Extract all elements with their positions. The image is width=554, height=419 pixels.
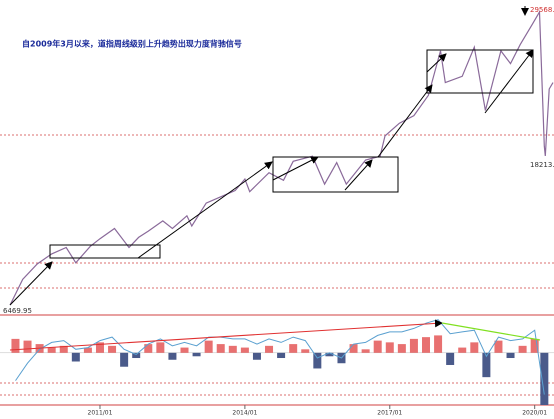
macd-bar: [349, 344, 358, 353]
arrow: [9, 261, 53, 306]
macd-bar: [23, 340, 32, 353]
macd-bar: [95, 342, 104, 353]
arrow: [426, 53, 447, 73]
macd-bar: [11, 338, 20, 353]
x-tick-label: 2020/01: [522, 410, 547, 417]
macd-bar: [71, 352, 80, 362]
macd-bar: [83, 347, 92, 353]
macd-bar: [265, 345, 274, 353]
macd-bar: [240, 347, 249, 353]
macd-bar: [361, 349, 370, 353]
x-tick-label: 2017/01: [377, 410, 402, 417]
macd-bar: [540, 352, 549, 405]
macd-bar: [470, 342, 479, 353]
arrow: [344, 159, 373, 191]
macd-bar: [289, 344, 298, 353]
low-label: 18213.6: [530, 161, 554, 169]
macd-bar: [59, 345, 68, 353]
macd-bar: [156, 342, 165, 353]
macd-bar: [434, 335, 443, 353]
macd-bar: [108, 345, 117, 353]
macd-bar: [216, 344, 225, 353]
x-tick-label: 2014/01: [232, 410, 257, 417]
chart-title: 自2009年3月以来，道指周线级别上升趋势出现力度背驰信号: [22, 39, 242, 49]
macd-bar: [422, 337, 431, 353]
boxes: [49, 49, 534, 259]
macd-bar: [132, 352, 141, 359]
macd-bar: [482, 352, 491, 378]
reference-lines: [0, 134, 554, 396]
macd-bar: [397, 344, 406, 353]
arrow: [137, 161, 273, 259]
high-label: 29568.57: [530, 6, 554, 14]
macd-bar: [204, 340, 213, 353]
range-box: [272, 156, 399, 193]
macd-bar: [277, 352, 286, 359]
arrow: [377, 84, 433, 158]
low-label: 6469.95: [3, 307, 32, 315]
macd-bar: [325, 352, 334, 357]
macd-bar: [385, 342, 394, 353]
price-line: [9, 9, 554, 306]
macd-bar: [458, 347, 467, 353]
macd-bar: [180, 347, 189, 353]
x-tick-label: 2011/01: [88, 410, 113, 417]
macd-bar: [530, 338, 539, 353]
macd-bar: [518, 345, 527, 353]
macd-bar: [228, 345, 237, 353]
macd-bar: [373, 340, 382, 353]
macd-bar: [446, 352, 455, 365]
macd-bar: [313, 352, 322, 369]
macd-bar: [301, 349, 310, 353]
arrows: [9, 6, 534, 306]
price-panel: [9, 9, 554, 306]
macd-line: [15, 319, 545, 395]
macd-bar: [168, 352, 177, 360]
macd-panel: [0, 319, 554, 405]
macd-bar: [506, 352, 515, 359]
range-box: [49, 244, 161, 259]
macd-bar: [120, 352, 129, 367]
macd-bar: [47, 347, 56, 353]
macd-bar: [192, 352, 201, 357]
macd-bar: [409, 338, 418, 353]
arrow: [484, 49, 534, 114]
divergence-line: [9, 319, 443, 351]
divergence-line: [441, 322, 541, 341]
arrow: [272, 156, 319, 181]
macd-bar: [144, 344, 153, 353]
macd-bar: [494, 340, 503, 353]
macd-bar: [252, 352, 261, 360]
